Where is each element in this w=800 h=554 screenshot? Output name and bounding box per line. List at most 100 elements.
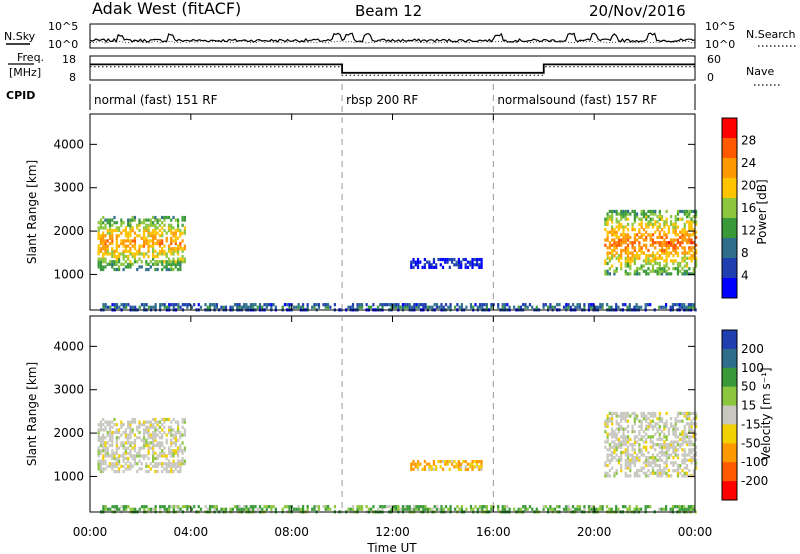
velocity-pixel — [156, 469, 159, 474]
velocity-pixel — [460, 505, 464, 509]
velocity-pixel — [688, 469, 691, 473]
power-pixel — [113, 260, 116, 264]
velocity-pixel — [186, 505, 189, 509]
power-pixel — [147, 247, 150, 251]
power-pixel — [622, 235, 625, 240]
power-pixel — [667, 246, 670, 250]
velocity-colorbar-swatch — [722, 367, 737, 388]
velocity-pixel — [692, 430, 695, 434]
velocity-pixel — [149, 436, 152, 440]
power-pixel — [170, 265, 173, 269]
velocity-pixel — [683, 427, 686, 431]
velocity-pixel — [120, 443, 123, 448]
power-pixel — [672, 248, 675, 253]
power-pixel — [358, 303, 361, 307]
power-pixel — [220, 305, 223, 309]
power-pixel — [658, 233, 661, 237]
velocity-pixel — [133, 454, 137, 458]
power-pixel — [416, 263, 420, 267]
velocity-pixel — [651, 427, 655, 431]
power-pixel — [608, 305, 611, 309]
velocity-pixel — [688, 427, 691, 431]
power-pixel — [483, 303, 486, 307]
velocity-pixel — [638, 456, 641, 460]
velocity-pixel — [667, 430, 670, 434]
power-pixel — [111, 252, 114, 256]
power-pixel — [654, 222, 657, 227]
velocity-pixel — [517, 507, 520, 511]
velocity-pixel — [658, 450, 661, 455]
power-pixel — [115, 241, 118, 246]
velocity-pixel — [636, 435, 639, 439]
power-pixel — [147, 267, 150, 272]
power-pixel — [281, 305, 284, 309]
power-pixel — [142, 218, 146, 222]
velocity-pixel — [122, 456, 125, 461]
power-pixel — [147, 262, 150, 266]
velocity-pixel — [665, 474, 668, 478]
velocity-pixel — [154, 507, 157, 511]
velocity-pixel — [635, 505, 638, 509]
power-pixel — [660, 217, 664, 221]
power-pixel — [136, 223, 139, 227]
velocity-pixel — [626, 430, 630, 434]
power-pixel — [676, 303, 679, 307]
power-pixel — [439, 257, 442, 262]
velocity-pixel — [695, 417, 698, 421]
velocity-pixel — [174, 464, 177, 468]
power-pixel — [606, 220, 609, 224]
power-colorbar-swatch — [722, 218, 737, 239]
velocity-pixel — [138, 454, 141, 458]
velocity-pixel — [626, 448, 630, 452]
power-pixel — [435, 303, 439, 307]
velocity-pixel — [637, 507, 640, 511]
velocity-pixel — [99, 469, 103, 474]
velocity-pixel — [622, 440, 625, 444]
velocity-pixel — [124, 467, 127, 471]
power-pixel — [460, 265, 463, 269]
velocity-pixel — [617, 414, 621, 418]
power-pixel — [179, 262, 182, 266]
power-pixel — [263, 303, 266, 307]
power-pixel — [124, 254, 127, 259]
power-pixel — [635, 305, 638, 309]
velocity-pixel — [136, 451, 139, 455]
velocity-pixel — [213, 507, 216, 511]
velocity-pixel — [695, 461, 698, 465]
power-pixel — [683, 254, 686, 258]
velocity-pixel — [142, 438, 146, 442]
velocity-pixel — [412, 467, 415, 471]
power-pixel — [127, 218, 130, 222]
velocity-pixel — [97, 430, 100, 435]
velocity-pixel — [204, 505, 207, 509]
power-pixel — [695, 261, 698, 266]
velocity-pixel — [272, 505, 275, 509]
power-pixel — [154, 305, 157, 309]
power-pixel — [615, 303, 618, 307]
velocity-pixel — [265, 507, 268, 511]
velocity-pixel — [613, 471, 616, 475]
power-pixel — [638, 256, 641, 260]
velocity-pixel — [475, 459, 479, 464]
velocity-pixel — [613, 411, 616, 416]
velocity-pixel — [604, 474, 607, 478]
velocity-pixel — [311, 507, 314, 511]
power-pixel — [115, 236, 118, 240]
velocity-pixel — [631, 443, 634, 447]
power-pixel — [138, 247, 141, 251]
freq-unit-label: [MHz] — [9, 66, 41, 79]
power-pixel — [156, 239, 159, 243]
power-pixel — [381, 305, 384, 309]
power-pixel — [681, 228, 684, 232]
power-pixel — [676, 217, 680, 221]
power-pixel — [649, 233, 652, 237]
power-pixel — [140, 265, 143, 269]
power-pixel — [656, 235, 659, 240]
velocity-pixel — [181, 417, 184, 422]
station-title: Adak West (fitACF) — [92, 0, 241, 18]
power-pixel — [640, 225, 643, 229]
power-pixel — [145, 267, 148, 272]
power-pixel — [97, 236, 100, 240]
velocity-pixel — [606, 424, 609, 429]
power-pixel — [131, 215, 134, 220]
